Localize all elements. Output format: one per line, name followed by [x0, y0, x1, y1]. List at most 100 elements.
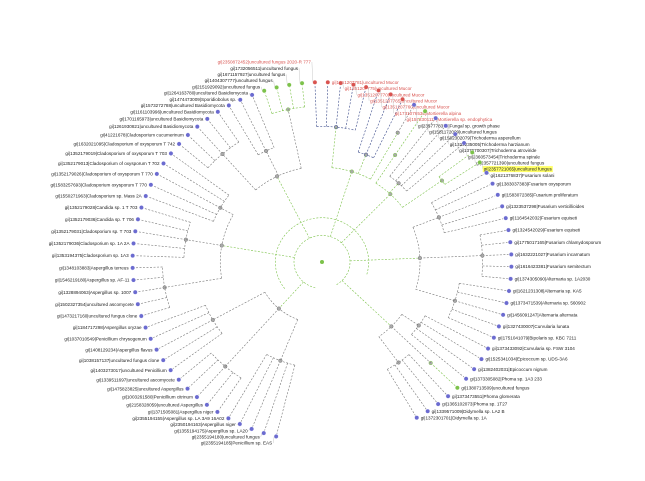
branch	[212, 291, 266, 321]
branch	[482, 265, 509, 267]
leaf-label: gi|1352179036|Candida sp. T 706	[65, 217, 134, 222]
leaf-label: gi|1353194375|Cladosporium sp. 1A3	[52, 253, 129, 258]
leaf-label: gi|1632021095|Cladosporium of oxysporum …	[74, 142, 176, 147]
leaf-label: gi|1352179036|Cladosporium sp. 1A 2A	[49, 241, 131, 246]
branch	[148, 304, 206, 327]
leaf-label: gi|1365102073|Phoma sp. 1T27	[442, 402, 508, 407]
leaf-label: gi|1324542029|Fusarium equiseti	[512, 228, 580, 233]
leaf-label: gi|1328894063|Aspergillus sp. 1007	[58, 290, 131, 295]
leaf-label: gi|1751041079|Bipolaris sp. KBC 7211	[498, 335, 577, 340]
label-leader-line	[367, 87, 370, 101]
branch	[135, 255, 184, 258]
branch	[159, 174, 221, 209]
label-leader-line	[456, 134, 459, 151]
leaf-label: gi|1372301701|Didymella sp. 1A	[421, 415, 488, 420]
leaf-label: gi|1339571009|Didymella sp. LA2 B	[432, 409, 505, 414]
blue-leaf-marker	[176, 141, 182, 147]
branch	[220, 207, 234, 215]
branch	[181, 145, 209, 169]
leaf-label: gi|2355194185|Penicillium sp. EAS	[201, 441, 272, 446]
blue-leaf-marker	[185, 386, 190, 392]
blue-leaf-marker	[496, 323, 502, 329]
blue-leaf-marker	[452, 131, 458, 137]
branch	[397, 107, 413, 133]
blue-leaf-marker	[131, 241, 136, 246]
leaf-label: gi|1775017165|Fusarium chlamydosporum	[514, 240, 601, 245]
label-leader-line	[260, 433, 262, 437]
branch	[481, 242, 508, 246]
branch-arc	[275, 217, 369, 289]
blue-leaf-marker	[237, 97, 243, 103]
blue-leaf-marker	[226, 103, 232, 108]
blue-leaf-marker	[495, 192, 501, 198]
leaf-label: gi|2357721065|uncultured fungus	[484, 167, 553, 172]
branch	[454, 300, 501, 315]
red-leaf-marker	[400, 96, 405, 102]
node-marker	[210, 317, 215, 322]
label-leader-line	[392, 94, 394, 114]
branch	[252, 360, 281, 427]
branch	[135, 266, 163, 269]
branch	[153, 312, 210, 338]
blue-leaf-marker	[506, 288, 512, 294]
blue-leaf-marker	[237, 421, 243, 427]
label-leader-line	[474, 152, 476, 163]
label-leader-line	[437, 118, 439, 139]
branch	[264, 363, 288, 431]
branch	[140, 297, 167, 304]
branch	[326, 84, 329, 127]
branch	[424, 315, 486, 348]
node-marker	[416, 323, 421, 328]
branch	[401, 135, 454, 186]
label-leader-line	[465, 143, 468, 157]
blue-leaf-marker	[160, 357, 166, 363]
leaf-label: gi|2357721390|uncultured fungus	[476, 160, 545, 165]
branch	[140, 219, 188, 232]
label-leader-line	[426, 111, 429, 132]
branch	[143, 307, 170, 316]
blue-leaf-marker	[490, 181, 495, 187]
branch	[221, 245, 295, 258]
leaf-label: gi|1164542032|Fusarium equiseti	[510, 216, 577, 221]
blue-leaf-marker	[168, 367, 174, 373]
leaf-label: gi|41221678|Cladosporium cucumerinum	[100, 133, 184, 138]
leaf-label: gi|1355194175|Aspergillus sp. LA20	[174, 428, 248, 433]
red-leaf-marker	[351, 82, 356, 88]
blue-leaf-marker	[135, 301, 141, 307]
branch	[408, 354, 447, 395]
label-leader-line	[298, 68, 301, 84]
red-leaf-marker	[325, 79, 331, 85]
green-leaf-marker	[261, 88, 267, 94]
leaf-label: gi|1038157137|uncultured fungus clone	[79, 358, 160, 363]
red-leaf-marker	[312, 79, 318, 85]
branch-arc	[162, 266, 171, 308]
leaf-label: gi|1502327354|uncultured ascomycete	[55, 302, 134, 307]
branch	[375, 154, 396, 184]
blue-leaf-marker	[135, 216, 141, 222]
branch	[431, 173, 485, 203]
leaf-label: gi|1352179019|Cladosporium of oxysporum …	[65, 151, 167, 156]
leaf-label: gi|2355194180|uncultured fungus	[192, 435, 261, 440]
leaf-label: gi|1473217160|uncultured fungus clone	[57, 314, 138, 319]
branch	[287, 109, 302, 169]
red-leaf-marker	[376, 87, 381, 93]
label-leader-line	[404, 99, 406, 120]
branch-arc	[387, 354, 410, 370]
blue-leaf-marker	[131, 277, 136, 283]
branch	[165, 164, 225, 202]
blue-leaf-marker	[143, 325, 148, 330]
blue-leaf-marker	[154, 347, 159, 353]
branch	[341, 280, 392, 327]
label-leader-line	[248, 92, 251, 95]
leaf-label: gi|1339511697|uncultured ascomycete	[96, 377, 175, 382]
branch-arc	[207, 141, 240, 168]
blue-leaf-marker	[138, 313, 144, 319]
blue-leaf-marker	[443, 123, 449, 129]
leaf-label: gi|1373473551|Phoma glomerata	[452, 394, 520, 399]
branch	[173, 154, 230, 196]
leaf-label: gi|1352179026|Cladosporium of oxysporum …	[51, 172, 153, 177]
node-marker	[183, 237, 188, 242]
branch	[276, 365, 296, 434]
blue-leaf-marker	[507, 239, 513, 245]
branch	[401, 359, 437, 403]
